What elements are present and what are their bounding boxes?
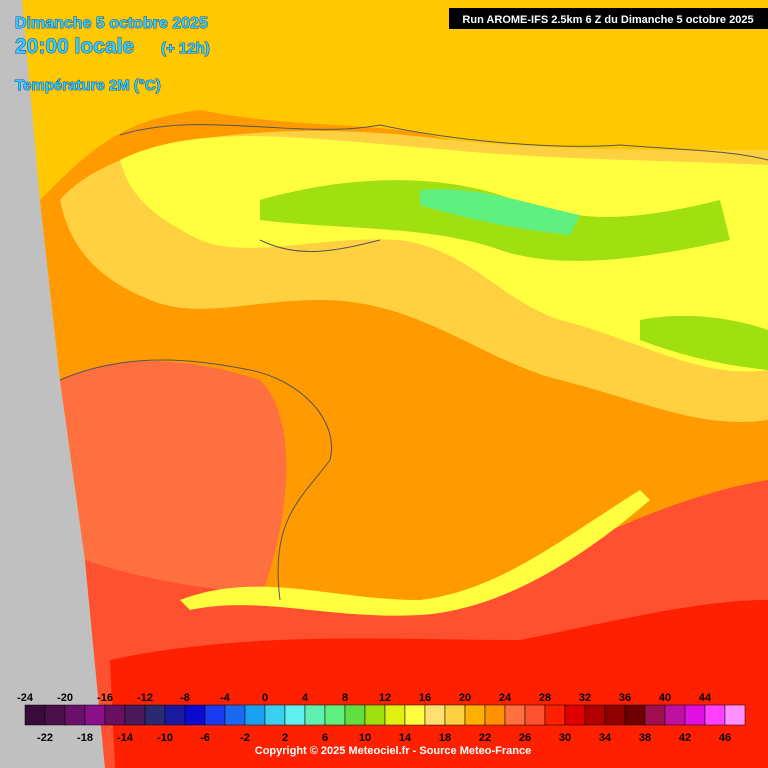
legend-swatch — [144, 704, 166, 726]
legend-swatch — [164, 704, 186, 726]
legend-swatch — [444, 704, 466, 726]
legend-swatch — [664, 704, 686, 726]
legend-label: 24 — [499, 692, 512, 704]
southern-range — [180, 490, 650, 616]
legend-label: 2 — [282, 732, 288, 744]
legend-swatch — [604, 704, 626, 726]
legend-label: 26 — [519, 732, 531, 744]
legend-label: 18 — [439, 732, 451, 744]
legend-label: 6 — [322, 732, 328, 744]
offset: (+ 12h) — [161, 40, 210, 57]
legend-label: 30 — [559, 732, 571, 744]
legend-swatch — [484, 704, 506, 726]
legend-swatch — [184, 704, 206, 726]
legend-label: -4 — [220, 692, 231, 704]
run-info: Run AROME-IFS 2.5km 6 Z du Dimanche 5 oc… — [462, 14, 753, 26]
legend-label: 34 — [599, 732, 612, 744]
legend-swatch — [524, 704, 546, 726]
legend-swatch — [244, 704, 266, 726]
legend-swatch — [204, 704, 226, 726]
legend-swatch — [544, 704, 566, 726]
field-name: Température 2M (°C) — [15, 77, 161, 94]
legend-label: -18 — [77, 732, 93, 744]
legend-label: -14 — [117, 732, 134, 744]
legend-swatch — [624, 704, 646, 726]
legend-label: 14 — [399, 732, 412, 744]
legend-label: 4 — [302, 692, 309, 704]
legend-swatch — [704, 704, 726, 726]
legend-label: 32 — [579, 692, 591, 704]
legend-swatch — [424, 704, 446, 726]
legend-swatch — [684, 704, 706, 726]
legend-swatch — [404, 704, 426, 726]
legend-swatch — [104, 704, 126, 726]
legend-label: 40 — [659, 692, 671, 704]
legend-swatch — [464, 704, 486, 726]
legend-swatch — [364, 704, 386, 726]
legend-swatch — [324, 704, 346, 726]
legend-label: 20 — [459, 692, 471, 704]
legend-swatch — [584, 704, 606, 726]
legend-label: 28 — [539, 692, 551, 704]
legend-swatch — [644, 704, 666, 726]
legend-label: -12 — [137, 692, 153, 704]
legend-label: 12 — [379, 692, 391, 704]
legend-swatch — [24, 704, 46, 726]
legend-label: -16 — [97, 692, 113, 704]
legend-label: 0 — [262, 692, 268, 704]
legend-label: 8 — [342, 692, 348, 704]
legend-label: -24 — [17, 692, 34, 704]
legend-label: -8 — [180, 692, 190, 704]
peaks-cold — [420, 189, 580, 235]
legend-swatch — [344, 704, 366, 726]
legend-label: 16 — [419, 692, 431, 704]
legend-swatch — [724, 704, 746, 726]
legend-label: 10 — [359, 732, 371, 744]
legend-label: -22 — [37, 732, 53, 744]
color-legend: -24-22-20-18-16-14-12-10-8-6-4-202468101… — [17, 692, 746, 744]
legend-label: 42 — [679, 732, 691, 744]
legend-swatch — [64, 704, 86, 726]
legend-label: 36 — [619, 692, 631, 704]
legend-swatch — [124, 704, 146, 726]
legend-label: -10 — [157, 732, 173, 744]
south-very-hot — [110, 600, 768, 768]
time: 20:00 locale — [15, 35, 134, 58]
legend-label: -2 — [240, 732, 250, 744]
date: Dimanche 5 octobre 2025 — [15, 15, 208, 32]
legend-swatch — [564, 704, 586, 726]
legend-label: 46 — [719, 732, 731, 744]
legend-swatch — [264, 704, 286, 726]
sea-outside-domain — [0, 0, 105, 768]
legend-swatch — [44, 704, 66, 726]
borders — [59, 124, 768, 601]
legend-label: 38 — [639, 732, 651, 744]
legend-swatch — [84, 704, 106, 726]
legend-label: -20 — [57, 692, 73, 704]
east-mountains — [640, 315, 768, 370]
run-banner — [449, 8, 768, 29]
legend-label: -6 — [200, 732, 210, 744]
legend-label: 22 — [479, 732, 491, 744]
copyright: Copyright © 2025 Meteociel.fr - Source M… — [255, 745, 531, 757]
legend-swatch — [384, 704, 406, 726]
legend-swatch — [504, 704, 526, 726]
legend-swatch — [304, 704, 326, 726]
legend-label: 44 — [699, 692, 712, 704]
legend-swatch — [224, 704, 246, 726]
legend-swatch — [284, 704, 306, 726]
